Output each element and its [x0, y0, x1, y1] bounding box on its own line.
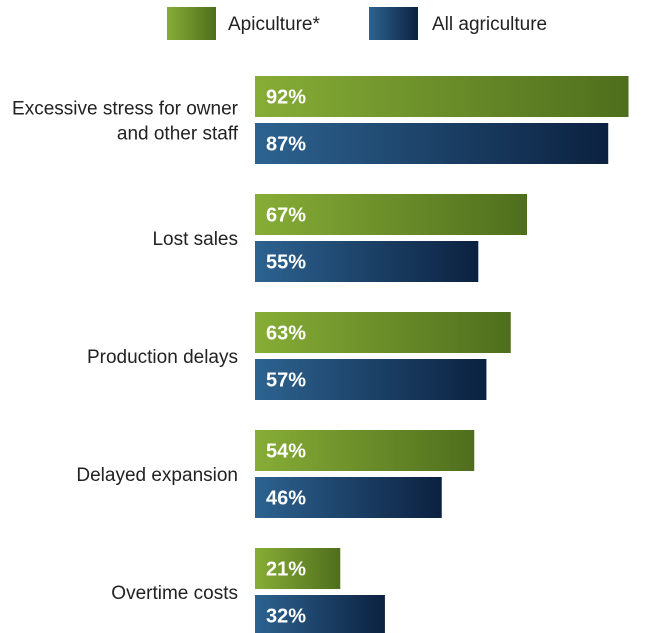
bar-all-agriculture	[255, 359, 487, 400]
category-label: Excessive stress for owner	[12, 99, 239, 120]
bar-apiculture	[255, 76, 629, 117]
legend-item-apiculture: Apiculture*	[167, 7, 320, 40]
bar-value-label: 57%	[266, 370, 306, 392]
category-label: Overtime costs	[111, 583, 238, 604]
bar-apiculture	[255, 430, 475, 471]
bar-value-label: 55%	[266, 252, 306, 274]
category-group-overtime-costs: Overtime costs 21% 32%	[111, 548, 385, 633]
bar-apiculture	[255, 194, 528, 235]
bar-apiculture	[255, 548, 341, 589]
bar-value-label: 32%	[266, 606, 306, 628]
bar-apiculture	[255, 312, 511, 353]
bar-value-label: 87%	[266, 134, 306, 156]
bar-all-agriculture	[255, 595, 385, 633]
bar-value-label: 21%	[266, 559, 306, 581]
legend-swatch-all-agriculture	[369, 7, 418, 40]
bar-all-agriculture	[255, 241, 479, 282]
category-label: and other staff	[117, 124, 239, 145]
category-group-delayed-expansion: Delayed expansion 54% 46%	[76, 430, 475, 518]
category-group-production-delays: Production delays 63% 57%	[87, 312, 511, 400]
bar-all-agriculture	[255, 477, 442, 518]
bar-value-label: 54%	[266, 441, 306, 463]
bar-value-label: 67%	[266, 205, 306, 227]
category-group-lost-sales: Lost sales 67% 55%	[152, 194, 528, 282]
legend-item-all-agriculture: All agriculture	[369, 7, 547, 40]
legend-label-all-agriculture: All agriculture	[432, 14, 547, 35]
bar-all-agriculture	[255, 123, 609, 164]
legend-swatch-apiculture	[167, 7, 216, 40]
bar-value-label: 63%	[266, 323, 306, 345]
legend: Apiculture* All agriculture	[167, 7, 547, 40]
bars: Excessive stress for owner and other staf…	[12, 76, 629, 633]
bar-value-label: 46%	[266, 488, 306, 510]
bar-value-label: 92%	[266, 87, 306, 109]
category-label: Production delays	[87, 347, 238, 368]
category-group-excessive-stress-for-owner-and-other-staff: Excessive stress for owner and other staf…	[12, 76, 629, 164]
legend-label-apiculture: Apiculture*	[228, 14, 320, 35]
category-label: Lost sales	[152, 229, 238, 250]
category-label: Delayed expansion	[76, 465, 238, 486]
